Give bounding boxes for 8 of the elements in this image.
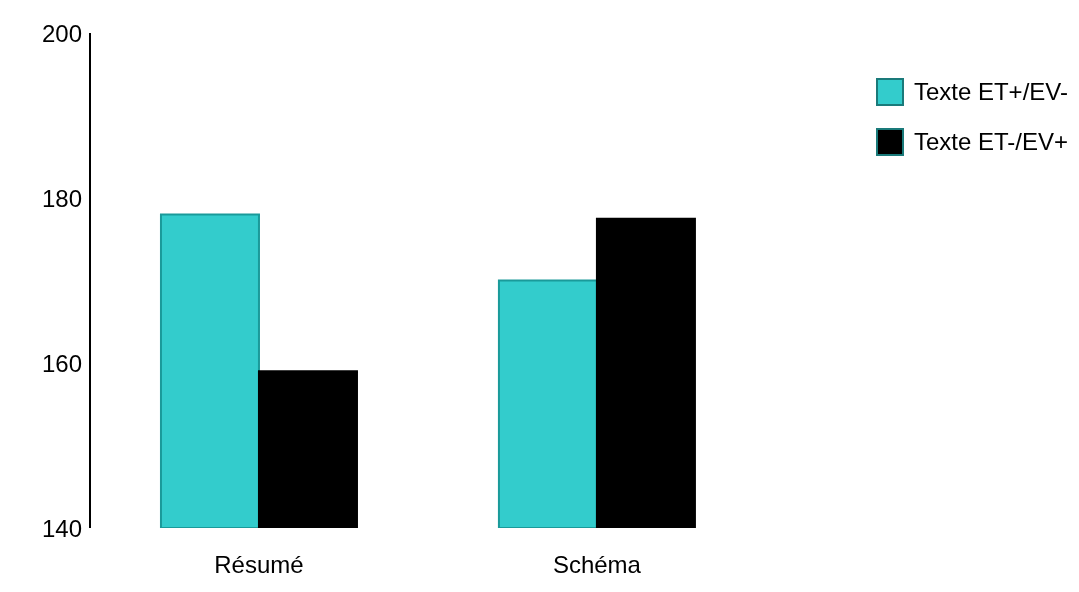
y-tick-label: 140 [41, 514, 82, 542]
x-tick-label: Schéma [552, 551, 642, 579]
legend-label: Texte ET+/EV- [913, 78, 1068, 106]
x-tick-label: Résumé [214, 551, 304, 579]
y-tick-label: 200 [41, 19, 82, 47]
y-tick-label: 180 [41, 184, 82, 212]
y-tick-label: 160 [41, 349, 82, 377]
legend-label: Texte ET-/EV+ [913, 128, 1068, 156]
